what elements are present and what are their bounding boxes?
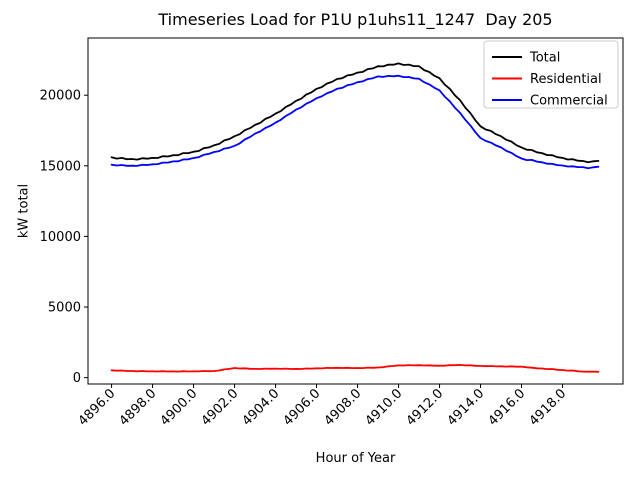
y-tick-label: 20000 bbox=[40, 89, 81, 104]
legend: Total Residential Commercial bbox=[483, 40, 619, 109]
x-tick-label: 4918.0 bbox=[527, 386, 570, 429]
y-tick-label: 5000 bbox=[48, 301, 81, 316]
legend-label-total: Total bbox=[529, 51, 560, 66]
x-tick-label: 4908.0 bbox=[322, 386, 365, 429]
plot-lines bbox=[110, 62, 600, 373]
y-tick-label: 0 bbox=[73, 371, 81, 386]
x-tick-label: 4916.0 bbox=[486, 386, 529, 429]
x-axis-ticks: 4896.04898.04900.04902.04904.04906.04908… bbox=[76, 384, 570, 429]
x-tick-label: 4906.0 bbox=[281, 386, 324, 429]
x-tick-label: 4914.0 bbox=[445, 386, 488, 429]
x-tick-label: 4910.0 bbox=[363, 386, 406, 429]
x-tick-label: 4902.0 bbox=[199, 386, 242, 429]
chart-title: Timeseries Load for P1U p1uhs11_1247 Day… bbox=[158, 10, 553, 29]
x-tick-label: 4904.0 bbox=[240, 386, 283, 429]
y-tick-label: 10000 bbox=[40, 230, 81, 245]
y-axis-ticks: 0 5000 10000 15000 20000 bbox=[40, 89, 88, 386]
x-tick-label: 4896.0 bbox=[76, 386, 119, 429]
x-tick-label: 4912.0 bbox=[404, 386, 447, 429]
total-line bbox=[110, 62, 600, 164]
legend-label-commercial: Commercial bbox=[530, 94, 608, 109]
residential-line bbox=[110, 363, 600, 373]
commercial-line bbox=[110, 74, 600, 170]
x-tick-label: 4898.0 bbox=[117, 386, 160, 429]
y-tick-label: 15000 bbox=[40, 159, 81, 174]
x-axis-label: Hour of Year bbox=[315, 451, 396, 466]
legend-label-residential: Residential bbox=[530, 72, 602, 87]
axes-frame bbox=[87, 37, 624, 385]
x-tick-label: 4900.0 bbox=[158, 386, 201, 429]
